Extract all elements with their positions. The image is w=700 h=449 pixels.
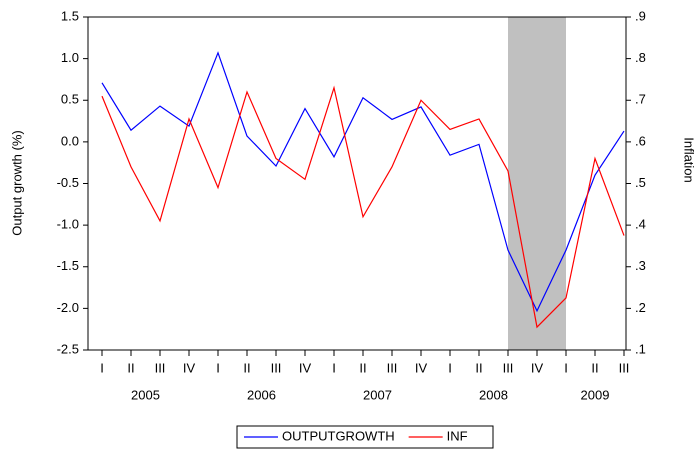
y2-tick-label: .6 (635, 133, 646, 148)
y-tick-label: -2.5 (57, 341, 79, 356)
y2-tick-label: .9 (635, 8, 646, 23)
x-tick-label: I (216, 360, 220, 375)
y2-tick-label: .7 (635, 92, 646, 107)
y2-tick-label: .5 (635, 175, 646, 190)
x-tick-label: IV (415, 360, 428, 375)
x-tick-label: II (591, 360, 598, 375)
y2-tick-label: .1 (635, 341, 646, 356)
y-tick-label: -1.0 (57, 217, 79, 232)
y2-tick-label: .4 (635, 217, 646, 232)
series-line (101, 85, 625, 329)
legend-label: INF (447, 428, 468, 443)
x-tick-label: II (359, 360, 366, 375)
x-tick-label: IV (183, 360, 196, 375)
y-tick-label: -1.5 (57, 258, 79, 273)
year-label: 2006 (247, 387, 276, 402)
x-tick-label: II (475, 360, 482, 375)
year-label: 2005 (131, 387, 160, 402)
x-tick-label: IV (531, 360, 544, 375)
legend-box (236, 425, 494, 449)
legend: OUTPUTGROWTH INF (236, 425, 494, 449)
year-label: 2008 (479, 387, 508, 402)
year-label: 2007 (363, 387, 392, 402)
x-tick-label: III (155, 360, 166, 375)
y2-tick-label: .3 (635, 258, 646, 273)
x-tick-label: I (100, 360, 104, 375)
y-tick-label: 1.0 (61, 50, 79, 65)
y-tick-label: -0.5 (57, 175, 79, 190)
y-tick-label: -2.0 (57, 300, 79, 315)
x-tick-label: I (564, 360, 568, 375)
y2-axis-label: Inflation (682, 137, 697, 183)
x-tick-label: I (332, 360, 336, 375)
x-tick-label: II (127, 360, 134, 375)
y2-tick-label: .2 (635, 300, 646, 315)
y-tick-label: 0.0 (61, 133, 79, 148)
series-line (101, 51, 625, 313)
x-tick-label: IV (299, 360, 312, 375)
y-tick-label: 1.5 (61, 8, 79, 23)
x-tick-label: III (619, 360, 630, 375)
legend-label: OUTPUTGROWTH (282, 428, 395, 443)
x-tick-label: II (243, 360, 250, 375)
shaded-region (508, 17, 566, 350)
year-label: 2009 (581, 387, 610, 402)
y-axis-label: Output growth (%) (9, 130, 24, 236)
x-tick-label: III (271, 360, 282, 375)
x-tick-label: III (503, 360, 514, 375)
x-tick-label: III (387, 360, 398, 375)
x-tick-label: I (448, 360, 452, 375)
y2-tick-label: .8 (635, 50, 646, 65)
y-tick-label: 0.5 (61, 92, 79, 107)
